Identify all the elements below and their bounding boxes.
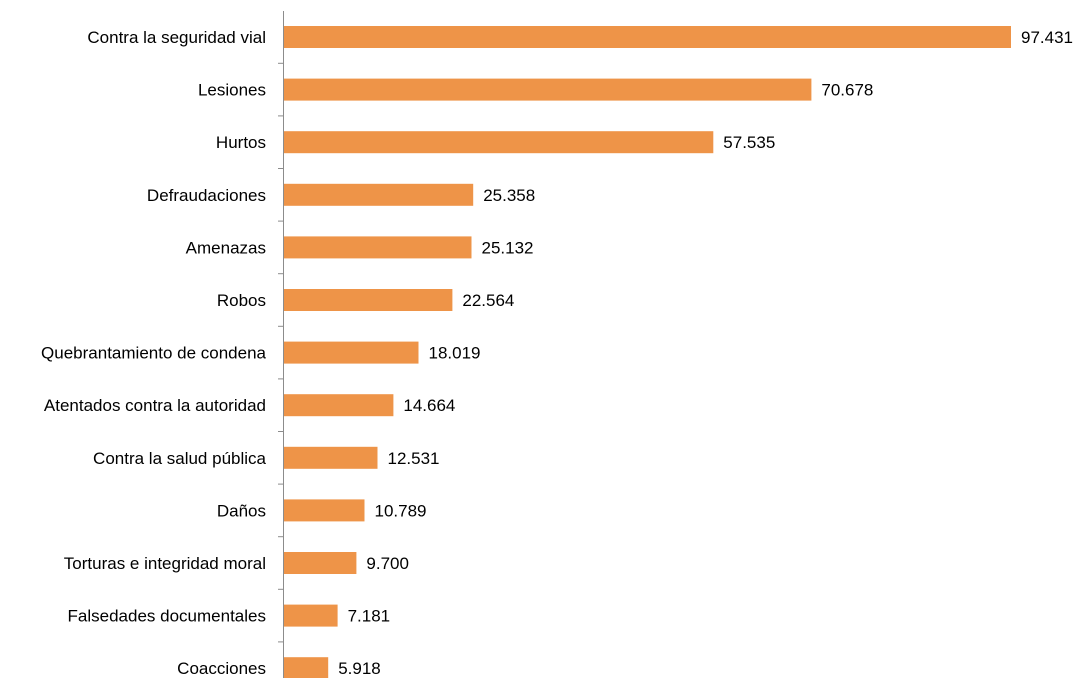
bar: [284, 131, 714, 154]
bar: [284, 341, 419, 364]
category-label: Contra la seguridad vial: [87, 28, 266, 47]
bar: [284, 236, 472, 259]
bar-value-label: 25.358: [483, 186, 535, 205]
y-axis: [278, 11, 284, 678]
category-label: Falsedades documentales: [68, 607, 266, 626]
category-label: Daños: [217, 501, 266, 520]
bar-value-label: 25.132: [482, 238, 534, 257]
bar: [284, 78, 812, 101]
bar-value-label: 97.431: [1021, 28, 1073, 47]
bar: [284, 552, 357, 574]
bars-layer: [284, 26, 1011, 678]
category-label: Robos: [217, 291, 266, 310]
category-label: Lesiones: [198, 81, 266, 100]
bar-value-label: 10.789: [375, 501, 427, 520]
category-label: Torturas e integridad moral: [64, 554, 266, 573]
value-labels-layer: 97.431 70.678 57.535 25.358 25.132 22.564 18.0…: [338, 28, 1073, 678]
bar: [284, 657, 329, 678]
category-label: Quebrantamiento de condena: [41, 344, 266, 363]
bar-value-label: 12.531: [388, 449, 440, 468]
bar-value-label: 57.535: [723, 133, 775, 152]
category-label: Coacciones: [177, 659, 266, 678]
bar: [284, 499, 365, 522]
category-label: Defraudaciones: [147, 186, 266, 205]
bar: [284, 183, 474, 206]
bar-value-label: 18.019: [429, 344, 481, 363]
bar-value-label: 9.700: [366, 554, 409, 573]
category-labels-layer: Contra la seguridad vial Lesiones Hurtos De…: [41, 28, 266, 678]
bar-value-label: 70.678: [821, 81, 873, 100]
bar-value-label: 5.918: [338, 659, 381, 678]
bar: [284, 289, 453, 311]
bar-value-label: 22.564: [462, 291, 514, 310]
bar: [284, 604, 338, 627]
bar: [284, 26, 1011, 48]
category-label: Hurtos: [216, 133, 266, 152]
bar-value-label: 14.664: [403, 396, 455, 415]
category-label: Amenazas: [186, 238, 266, 257]
bar: [284, 394, 394, 417]
category-label: Atentados contra la autoridad: [44, 396, 266, 415]
bar-value-label: 7.181: [348, 607, 391, 626]
category-label: Contra la salud pública: [93, 449, 266, 468]
bar: [284, 446, 378, 469]
